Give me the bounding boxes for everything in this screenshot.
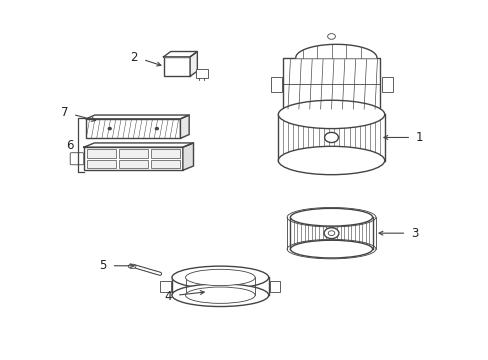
Bar: [196, 69, 208, 78]
Polygon shape: [283, 58, 379, 111]
Ellipse shape: [290, 208, 372, 226]
Ellipse shape: [185, 269, 255, 285]
Bar: [119, 160, 147, 168]
Ellipse shape: [128, 264, 136, 269]
Polygon shape: [295, 44, 376, 58]
Bar: [163, 57, 190, 76]
Bar: [86, 149, 116, 158]
Ellipse shape: [172, 284, 268, 306]
Polygon shape: [180, 115, 189, 138]
Bar: [119, 149, 147, 158]
Text: 2: 2: [129, 51, 137, 64]
Text: 3: 3: [410, 227, 418, 240]
Polygon shape: [86, 115, 189, 119]
Text: 1: 1: [415, 131, 423, 144]
Ellipse shape: [185, 287, 255, 303]
Bar: [160, 281, 171, 292]
FancyBboxPatch shape: [70, 153, 83, 165]
Polygon shape: [183, 143, 193, 170]
Bar: [86, 119, 180, 138]
Ellipse shape: [290, 240, 372, 258]
Bar: [86, 160, 116, 168]
Text: 6: 6: [66, 139, 74, 152]
Ellipse shape: [278, 100, 384, 129]
Circle shape: [324, 228, 338, 239]
Bar: [150, 149, 180, 158]
Polygon shape: [163, 51, 197, 57]
Circle shape: [327, 33, 335, 39]
Bar: [270, 77, 281, 92]
Circle shape: [327, 231, 334, 235]
Ellipse shape: [172, 266, 268, 289]
Polygon shape: [83, 143, 193, 147]
Circle shape: [108, 127, 111, 130]
Polygon shape: [190, 51, 197, 76]
Text: 4: 4: [164, 290, 172, 303]
Bar: [150, 160, 180, 168]
Bar: [83, 147, 183, 170]
Text: 7: 7: [61, 106, 68, 119]
Circle shape: [324, 132, 338, 143]
Bar: [382, 77, 392, 92]
Bar: [269, 281, 280, 292]
Ellipse shape: [278, 146, 384, 175]
Circle shape: [155, 127, 158, 130]
Text: 5: 5: [99, 259, 106, 272]
